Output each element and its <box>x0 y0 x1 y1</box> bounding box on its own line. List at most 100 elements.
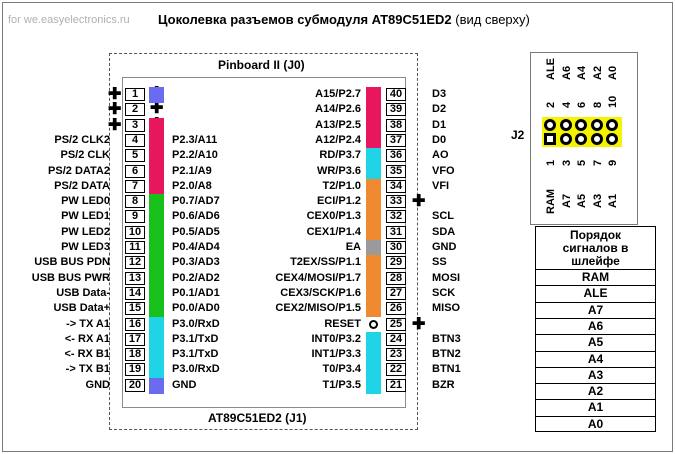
right-inner-label: RESET <box>324 317 361 330</box>
right-outer-label: SS <box>432 256 447 269</box>
right-inner-label: CEX4/MOSI/P1.7 <box>275 271 361 284</box>
left-inner-label: P0.1/AD1 <box>172 286 220 299</box>
title-sub: (вид сверху) <box>455 12 530 27</box>
order-table-header-line: сигналов в <box>562 241 629 255</box>
j2-top-signal: A6 <box>560 65 573 80</box>
left-inner-label: P0.7/AD7 <box>172 195 220 208</box>
right-inner-label: EA <box>345 241 361 253</box>
j2-pin-hole-icon <box>606 119 618 131</box>
right-pin-hole-icon <box>366 317 381 332</box>
right-inner-label: T0/P3.4 <box>322 363 361 376</box>
right-inner-label: INT1/P3.3 <box>311 348 361 361</box>
left-inner-label: P0.4/AD4 <box>172 241 220 253</box>
j2-pin-hole-icon <box>606 133 618 145</box>
right-pin-number: 36 <box>386 149 406 163</box>
left-inner-label: GND <box>172 378 197 391</box>
right-pin-number: 30 <box>386 241 406 254</box>
right-color-strip <box>366 331 381 394</box>
left-power-plus-icon: ✚ <box>108 101 122 119</box>
j2-label: J2 <box>511 128 525 142</box>
left-pin-number: 9 <box>125 210 145 224</box>
j2-top-number: 4 <box>560 101 573 108</box>
j2-bottom-signal: A3 <box>591 193 604 208</box>
left-inner-label: P2.2/A10 <box>172 149 218 162</box>
right-outer-label: MOSI <box>432 271 461 284</box>
right-inner-label: CEX2/MISO/P1.5 <box>275 302 361 315</box>
right-inner-label: ECI/P1.2 <box>316 195 361 208</box>
right-pin-number: 24 <box>386 332 406 346</box>
j2-bottom-number: 7 <box>591 159 604 166</box>
j2-top-number: 10 <box>607 95 619 108</box>
right-inner-label: T1/P3.5 <box>322 378 361 391</box>
left-pin-plus-icon: ✚ <box>149 101 164 117</box>
j2-top-number: 6 <box>576 101 588 108</box>
right-outer-label: BTN2 <box>432 348 461 361</box>
left-color-strip <box>149 316 164 379</box>
left-outer-label: PS/2 DATA2 <box>48 164 110 177</box>
order-table-row: A4 <box>536 350 655 367</box>
title-main: Цоколевка разъемов субмодуля AT89C51ED2 <box>158 12 452 27</box>
right-pin-number: 23 <box>386 348 406 362</box>
order-table-row: A6 <box>536 317 655 334</box>
right-power-plus-icon: ✚ <box>412 315 426 333</box>
order-table-row: A3 <box>536 366 655 383</box>
pin-hole-icon <box>369 319 378 329</box>
order-table: Порядок сигналов в шлейфе RAM ALE A7 A6 A5 A4… <box>535 226 656 432</box>
right-pin-number: 37 <box>386 133 406 147</box>
order-table-header-line: шлейфе <box>571 254 620 268</box>
j2-pin-hole-icon <box>575 133 587 145</box>
right-outer-label: BTN1 <box>432 363 461 376</box>
left-inner-label: P0.6/AD6 <box>172 210 220 223</box>
right-outer-label: BZR <box>432 378 455 391</box>
left-outer-label: <- RX B1 <box>64 348 110 361</box>
left-pin-number: 16 <box>125 317 145 331</box>
order-table-row: A2 <box>536 383 655 399</box>
left-inner-label: P2.1/A9 <box>172 164 212 177</box>
left-inner-label: P2.0/A8 <box>172 179 212 192</box>
j2-top-number: 8 <box>591 101 604 108</box>
right-inner-label: T2/P1.0 <box>322 179 361 192</box>
left-outer-label: -> TX B1 <box>65 363 110 376</box>
right-outer-label: VFO <box>432 164 455 177</box>
right-inner-label: WR/P3.6 <box>316 164 361 177</box>
left-outer-label: <- RX A1 <box>64 332 110 345</box>
left-inner-label: P0.2/AD2 <box>172 271 220 284</box>
right-pin-number: 31 <box>386 225 406 239</box>
connector-outline <box>109 53 418 430</box>
left-outer-label: USB BUS PDN <box>34 256 110 269</box>
order-table-row: ALE <box>536 285 655 301</box>
left-pin-number: 4 <box>125 133 145 147</box>
left-color-strip <box>149 377 164 394</box>
order-table-row: A5 <box>536 334 655 350</box>
right-outer-label: GND <box>432 241 457 253</box>
left-outer-label: USB Data+ <box>53 302 110 315</box>
right-inner-label: CEX1/P1.4 <box>306 225 361 238</box>
left-pin-number: 20 <box>125 378 145 392</box>
right-outer-label: SDA <box>432 225 456 238</box>
right-outer-label: VFI <box>432 179 450 192</box>
right-inner-label: CEX3/SCK/P1.6 <box>280 286 361 299</box>
left-outer-label: PW LED0 <box>61 195 110 208</box>
left-pin-number: 1 <box>125 88 145 101</box>
right-pin-number: 38 <box>386 118 406 132</box>
left-pin-number: 11 <box>125 241 145 254</box>
left-power-plus-icon: ✚ <box>108 86 122 103</box>
left-pin-number: 17 <box>125 332 145 346</box>
right-inner-label: CEX0/P1.3 <box>306 210 361 223</box>
right-outer-label: D1 <box>432 118 447 131</box>
left-color-strip <box>149 87 164 104</box>
left-outer-label: PW LED3 <box>61 241 110 253</box>
right-pin-number: 29 <box>386 256 406 270</box>
top-connector-label: Pinboard II (J0) <box>218 58 305 72</box>
order-table-row: RAM <box>536 269 655 285</box>
order-table-row: A0 <box>536 415 655 432</box>
right-color-strip <box>366 255 381 318</box>
order-table-row: A1 <box>536 399 655 415</box>
right-pin-number: 35 <box>386 164 406 178</box>
j2-bottom-signal: RAM <box>545 188 557 214</box>
watermark: for we.easyelectronics.ru <box>8 14 130 26</box>
right-pin-number: 26 <box>386 302 406 316</box>
left-color-strip <box>149 117 164 196</box>
right-outer-label: D0 <box>432 133 447 146</box>
